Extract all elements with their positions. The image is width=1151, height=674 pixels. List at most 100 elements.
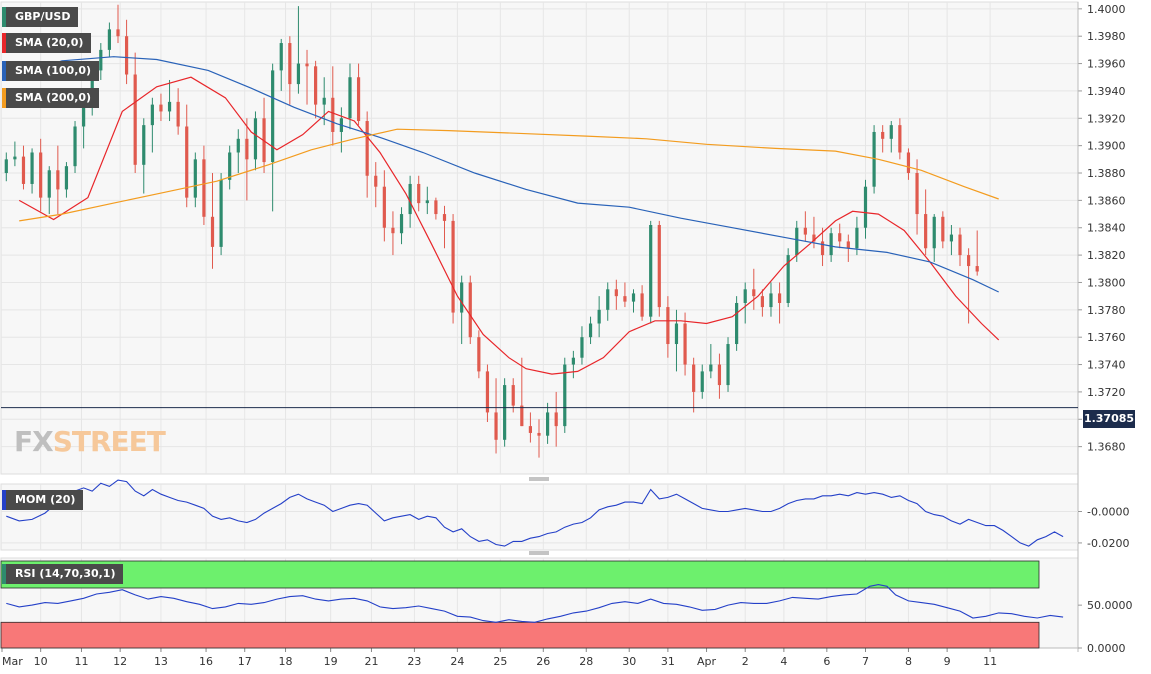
x-tick-label: Mar: [2, 655, 23, 668]
candle-body: [588, 323, 593, 338]
candle-body: [210, 216, 215, 247]
x-tick-label: 6: [823, 655, 830, 668]
candle-body: [614, 289, 618, 297]
price-tick-label: 1.3980: [1087, 30, 1126, 43]
candle-body: [279, 43, 283, 71]
candle-body: [356, 77, 361, 122]
x-tick-label: 24: [450, 655, 464, 668]
candle-body: [889, 125, 893, 139]
x-tick-label: 7: [862, 655, 869, 668]
candle-body: [90, 70, 94, 105]
candle-body: [228, 152, 232, 180]
candle-body: [64, 166, 69, 190]
candle-body: [666, 307, 670, 345]
x-tick-label: 25: [493, 655, 507, 668]
candle-body: [73, 126, 77, 167]
price-tick-label: 1.4000: [1087, 3, 1126, 16]
candle-body: [442, 214, 447, 221]
mom-tag[interactable]: MOM (20): [2, 490, 84, 510]
price-tick-label: 1.3720: [1087, 386, 1126, 399]
x-tick-label: 11: [983, 655, 997, 668]
candle-body: [253, 118, 258, 160]
candle-body: [485, 371, 490, 413]
candle-body: [82, 104, 86, 127]
candle-body: [99, 49, 103, 71]
x-tick-label: 2: [742, 655, 749, 668]
sma20-line: [18, 76, 1000, 375]
candle-body: [451, 220, 455, 313]
candle-body: [640, 293, 644, 317]
candle-body: [580, 337, 584, 358]
candle-body: [176, 101, 180, 127]
last-price-badge: 1.37085: [1083, 410, 1135, 428]
sma100-tag[interactable]: SMA (100,0): [2, 61, 100, 81]
x-tick-label: 9: [944, 655, 951, 668]
sma200-tag-bar: [2, 88, 6, 108]
x-tick-label: 13: [154, 655, 168, 668]
candle-body: [185, 126, 189, 198]
candle-body: [855, 227, 859, 249]
candle-body: [752, 289, 756, 297]
candle-body: [503, 385, 507, 440]
candle-body: [159, 104, 163, 112]
price-tick-label: 1.3960: [1087, 58, 1126, 71]
candle-body: [116, 29, 120, 37]
rsi-tag[interactable]: RSI (14,70,30,1): [2, 564, 124, 584]
candle-body: [906, 152, 911, 174]
symbol-tag[interactable]: GBP/USD: [2, 7, 79, 27]
candle-body: [657, 225, 661, 308]
price-tick-label: 1.3680: [1087, 441, 1126, 454]
sma200-tag[interactable]: SMA (200,0): [2, 88, 100, 108]
x-tick-label: 23: [407, 655, 421, 668]
candle-body: [803, 227, 807, 235]
sma200-line: [19, 128, 999, 222]
x-tick-label: 16: [199, 655, 213, 668]
x-tick-label: 11: [74, 655, 88, 668]
candle-body: [949, 234, 954, 242]
sma100-label: SMA (100,0): [15, 64, 92, 77]
mom-tick-label: -0.0000: [1087, 506, 1129, 519]
x-tick-label: 10: [34, 655, 48, 668]
candle-body: [606, 289, 610, 310]
candle-body: [898, 125, 902, 153]
x-tick-label: Apr: [697, 655, 717, 668]
candle-body: [434, 200, 438, 215]
candle-body: [460, 282, 464, 313]
candle-body: [545, 412, 550, 436]
candle-body: [408, 183, 412, 215]
candle-body: [941, 216, 945, 242]
price-tick-label: 1.3740: [1087, 359, 1126, 372]
candle-body: [829, 233, 833, 256]
candle-body: [958, 234, 962, 256]
symbol-label: GBP/USD: [15, 10, 71, 23]
fxstreet-logo: FXSTREET: [14, 425, 166, 458]
candle-body: [296, 63, 301, 85]
candle-body: [726, 344, 730, 386]
candle-body: [305, 63, 309, 67]
candle-body: [374, 175, 378, 187]
candle-body: [872, 131, 876, 187]
rsi-line: [6, 584, 1064, 623]
candle-body: [21, 156, 26, 184]
x-tick-label: 4: [780, 655, 787, 668]
candle-body: [4, 159, 8, 174]
candle-body: [107, 29, 111, 50]
candle-body: [743, 289, 747, 303]
candle-body: [245, 138, 249, 160]
sma20-tag[interactable]: SMA (20,0): [2, 33, 92, 53]
candle-body: [528, 426, 533, 433]
rsi-oversold-zone: [0, 621, 1040, 649]
candle-body: [717, 364, 722, 386]
candle-body: [365, 121, 369, 176]
candle-body: [382, 186, 386, 228]
price-tick-label: 1.3880: [1087, 167, 1126, 180]
x-tick-label: 8: [905, 655, 912, 668]
x-tick-label: 19: [324, 655, 338, 668]
candle-body: [683, 323, 687, 365]
candle-body: [967, 255, 971, 267]
price-tick-label: 1.3800: [1087, 276, 1126, 289]
candle-body: [795, 227, 799, 256]
candle-body: [674, 323, 679, 345]
candle-body: [786, 255, 790, 303]
price-tick-label: 1.3860: [1087, 194, 1126, 207]
